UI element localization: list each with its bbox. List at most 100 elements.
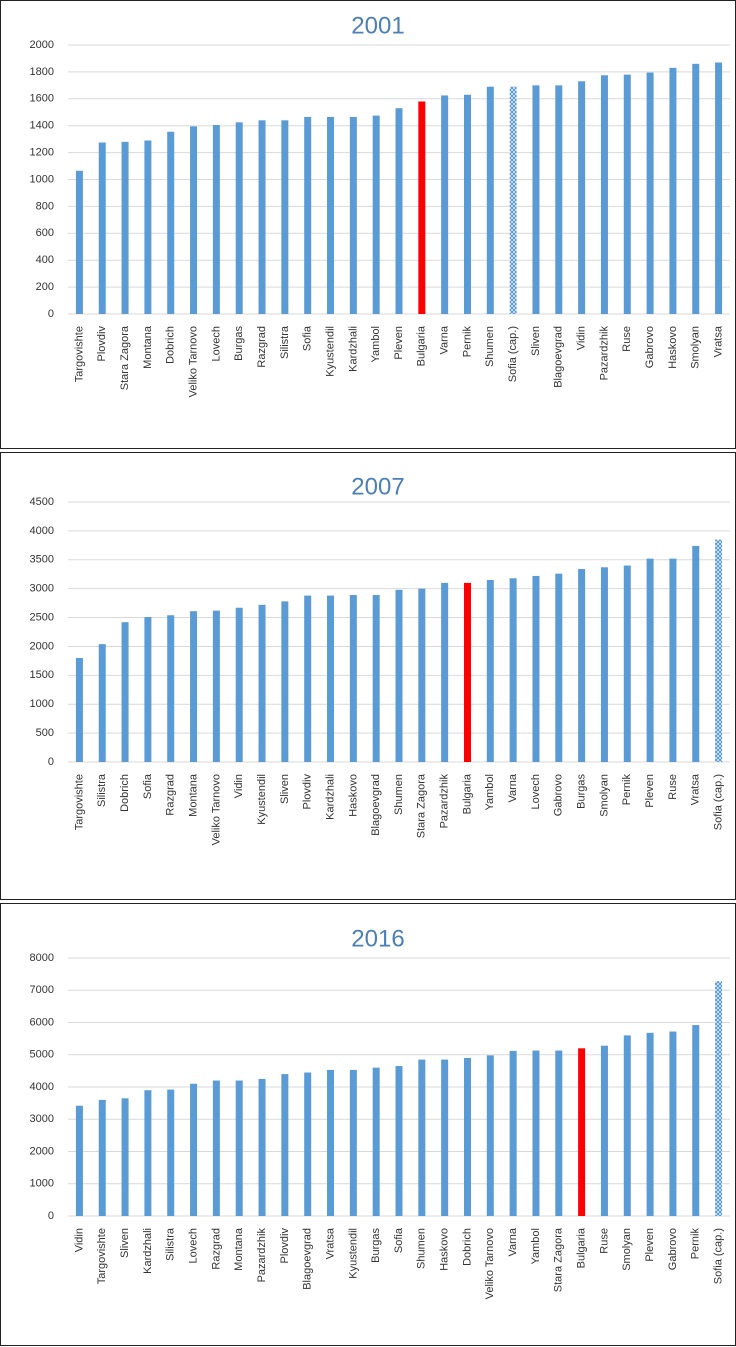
bar bbox=[258, 120, 266, 314]
y-tick-label: 5000 bbox=[30, 1049, 54, 1061]
bar bbox=[121, 141, 129, 314]
bar bbox=[486, 86, 494, 314]
bar bbox=[623, 565, 631, 762]
bar bbox=[486, 580, 494, 762]
x-tick-label: Dobrich bbox=[165, 326, 177, 364]
bar bbox=[304, 116, 312, 315]
bar bbox=[212, 1080, 220, 1216]
x-tick-label: Varna bbox=[439, 325, 451, 354]
bar bbox=[121, 1098, 129, 1216]
bar bbox=[144, 616, 152, 762]
x-tick-label: Kyustendil bbox=[347, 1228, 359, 1279]
x-tick-label: Burgas bbox=[370, 1228, 382, 1263]
x-tick-label: Pazardzhik bbox=[439, 774, 451, 829]
x-tick-label: Stara Zagora bbox=[416, 773, 428, 838]
x-tick-label: Pernik bbox=[461, 326, 473, 358]
bar bbox=[509, 86, 517, 314]
y-tick-label: 3000 bbox=[30, 583, 54, 595]
x-tick-label: Pazardzhik bbox=[598, 326, 610, 381]
bar bbox=[167, 131, 175, 314]
bar bbox=[304, 1072, 312, 1216]
x-tick-label: Shumen bbox=[484, 326, 496, 367]
bar bbox=[167, 615, 175, 762]
bar bbox=[327, 595, 335, 762]
bar bbox=[418, 588, 426, 762]
bar bbox=[418, 101, 426, 315]
x-tick-label: Razgrad bbox=[256, 326, 268, 368]
x-tick-label: Bulgaria bbox=[461, 773, 473, 814]
y-tick-label: 8000 bbox=[30, 952, 54, 964]
bar bbox=[600, 567, 608, 762]
y-tick-label: 3000 bbox=[30, 1113, 54, 1125]
bar bbox=[190, 611, 198, 762]
x-tick-label: Smolyan bbox=[598, 774, 610, 817]
chart-title: 2007 bbox=[351, 473, 404, 500]
bar bbox=[349, 1069, 357, 1216]
bar bbox=[121, 622, 129, 762]
x-tick-label: Silistra bbox=[279, 325, 291, 359]
x-tick-label: Kardzhali bbox=[347, 326, 359, 372]
bar bbox=[349, 595, 357, 762]
bar bbox=[715, 981, 723, 1216]
bar bbox=[98, 142, 106, 314]
x-tick-label: Kyustendil bbox=[256, 774, 268, 825]
bar bbox=[75, 170, 83, 314]
y-tick-label: 4000 bbox=[30, 1081, 54, 1093]
bar bbox=[555, 85, 563, 314]
x-tick-label: Yambol bbox=[370, 326, 382, 362]
bar bbox=[692, 63, 700, 314]
x-tick-label: Smolyan bbox=[621, 1228, 633, 1271]
y-tick-label: 2000 bbox=[30, 640, 54, 652]
y-tick-label: 1400 bbox=[30, 120, 54, 132]
bar bbox=[190, 1083, 198, 1216]
bar bbox=[646, 558, 654, 762]
y-tick-label: 2000 bbox=[30, 1145, 54, 1157]
x-tick-label: Razgrad bbox=[165, 774, 177, 816]
bar bbox=[372, 595, 380, 762]
x-tick-label: Lovech bbox=[530, 774, 542, 809]
bar bbox=[509, 578, 517, 762]
x-tick-label: Pleven bbox=[644, 1228, 656, 1262]
bar bbox=[669, 558, 677, 762]
x-tick-label: Shumen bbox=[416, 1228, 428, 1269]
x-tick-label: Sofia (cap.) bbox=[712, 1228, 724, 1284]
y-tick-label: 7000 bbox=[30, 984, 54, 996]
x-tick-label: Sliven bbox=[279, 774, 291, 804]
bar bbox=[441, 582, 449, 762]
x-tick-label: Bulgaria bbox=[416, 325, 428, 366]
y-tick-label: 0 bbox=[48, 1210, 54, 1222]
x-tick-label: Yambol bbox=[530, 1228, 542, 1264]
x-tick-label: Vratsa bbox=[690, 773, 702, 805]
y-tick-label: 1800 bbox=[30, 66, 54, 78]
x-tick-label: Plovdiv bbox=[96, 326, 108, 362]
y-tick-label: 1000 bbox=[30, 173, 54, 185]
x-tick-label: Shumen bbox=[393, 774, 405, 815]
x-tick-label: Lovech bbox=[210, 326, 222, 361]
bar bbox=[98, 644, 106, 762]
x-tick-label: Bulgaria bbox=[576, 1227, 588, 1268]
bar bbox=[646, 1032, 654, 1216]
bar bbox=[578, 569, 586, 762]
bar bbox=[532, 575, 540, 762]
x-tick-label: Blagoevgrad bbox=[370, 774, 382, 836]
y-tick-label: 600 bbox=[36, 227, 54, 239]
bar bbox=[395, 589, 403, 762]
bar bbox=[304, 595, 312, 762]
x-tick-label: Vidin bbox=[233, 774, 245, 798]
bar bbox=[669, 67, 677, 315]
bar bbox=[623, 1035, 631, 1216]
y-tick-label: 3500 bbox=[30, 554, 54, 566]
bar bbox=[418, 1059, 426, 1216]
y-tick-label: 4000 bbox=[30, 525, 54, 537]
bar bbox=[441, 1059, 449, 1216]
x-tick-label: Gabrovo bbox=[553, 774, 565, 816]
y-tick-label: 800 bbox=[36, 200, 54, 212]
y-tick-label: 4500 bbox=[30, 496, 54, 508]
bar bbox=[715, 539, 723, 762]
x-tick-label: Plovdiv bbox=[279, 1228, 291, 1264]
x-tick-label: Ruse bbox=[621, 326, 633, 352]
y-tick-label: 1600 bbox=[30, 93, 54, 105]
x-tick-label: Pernik bbox=[690, 1228, 702, 1260]
bar bbox=[600, 1045, 608, 1216]
